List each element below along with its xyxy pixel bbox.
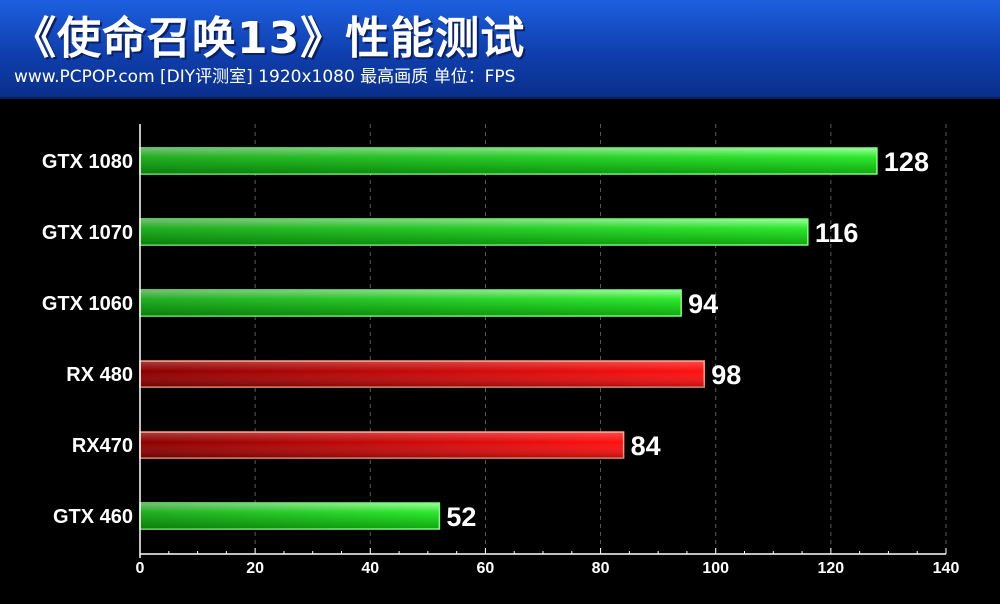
value-label: 94 — [688, 289, 718, 319]
x-tick-label: 0 — [136, 560, 145, 577]
chart-subtitle: www.PCPOP.com [DIY评测室] 1920x1080 最高画质 单位… — [14, 67, 516, 87]
x-tick-label: 120 — [818, 560, 845, 577]
value-label: 128 — [884, 147, 929, 177]
bar-shade — [140, 361, 705, 387]
category-label: GTX 460 — [53, 506, 133, 528]
value-label: 84 — [631, 431, 661, 461]
bar-group: GTX 460 52 — [53, 502, 476, 532]
category-label: RX 480 — [66, 364, 133, 386]
x-axis: 0 20 40 60 80 100 120 140 — [136, 124, 960, 577]
bar-shade — [140, 290, 682, 316]
category-label: GTX 1070 — [42, 222, 133, 244]
bar-group: GTX 1080 128 — [42, 147, 929, 177]
x-tick-label: 60 — [477, 560, 495, 577]
category-label: GTX 1060 — [42, 293, 133, 315]
value-label: 52 — [446, 502, 476, 532]
value-label: 116 — [815, 218, 859, 248]
bar-shade — [140, 432, 624, 458]
value-label: 98 — [711, 360, 741, 390]
chart-header: 《使命召唤13》性能测试 www.PCPOP.com [DIY评测室] 1920… — [0, 0, 1000, 99]
bars: GTX 1080 128 GTX 1070 116 GTX 1060 94 RX 480 98… — [42, 147, 929, 532]
chart-title: 《使命召唤13》性能测试 — [12, 13, 526, 64]
bar-shade — [140, 503, 440, 529]
category-label: RX470 — [72, 435, 133, 457]
x-tick-label: 40 — [361, 560, 379, 577]
category-label: GTX 1080 — [42, 151, 133, 173]
bar-chart: GTX 1080 128 GTX 1070 116 GTX 1060 94 RX 480 98… — [42, 124, 960, 577]
x-tick-label: 20 — [246, 560, 264, 577]
bar-group: RX470 84 — [72, 431, 661, 461]
bar-group: GTX 1060 94 — [42, 289, 718, 319]
bar-shade — [140, 148, 877, 174]
grid-lines — [254, 124, 947, 554]
bar-shade — [140, 219, 808, 245]
x-tick-label: 100 — [702, 560, 729, 577]
x-tick-label: 140 — [933, 560, 960, 577]
x-tick-label: 80 — [592, 560, 610, 577]
bar-group: RX 480 98 — [66, 360, 741, 390]
bar-group: GTX 1070 116 — [42, 218, 859, 248]
